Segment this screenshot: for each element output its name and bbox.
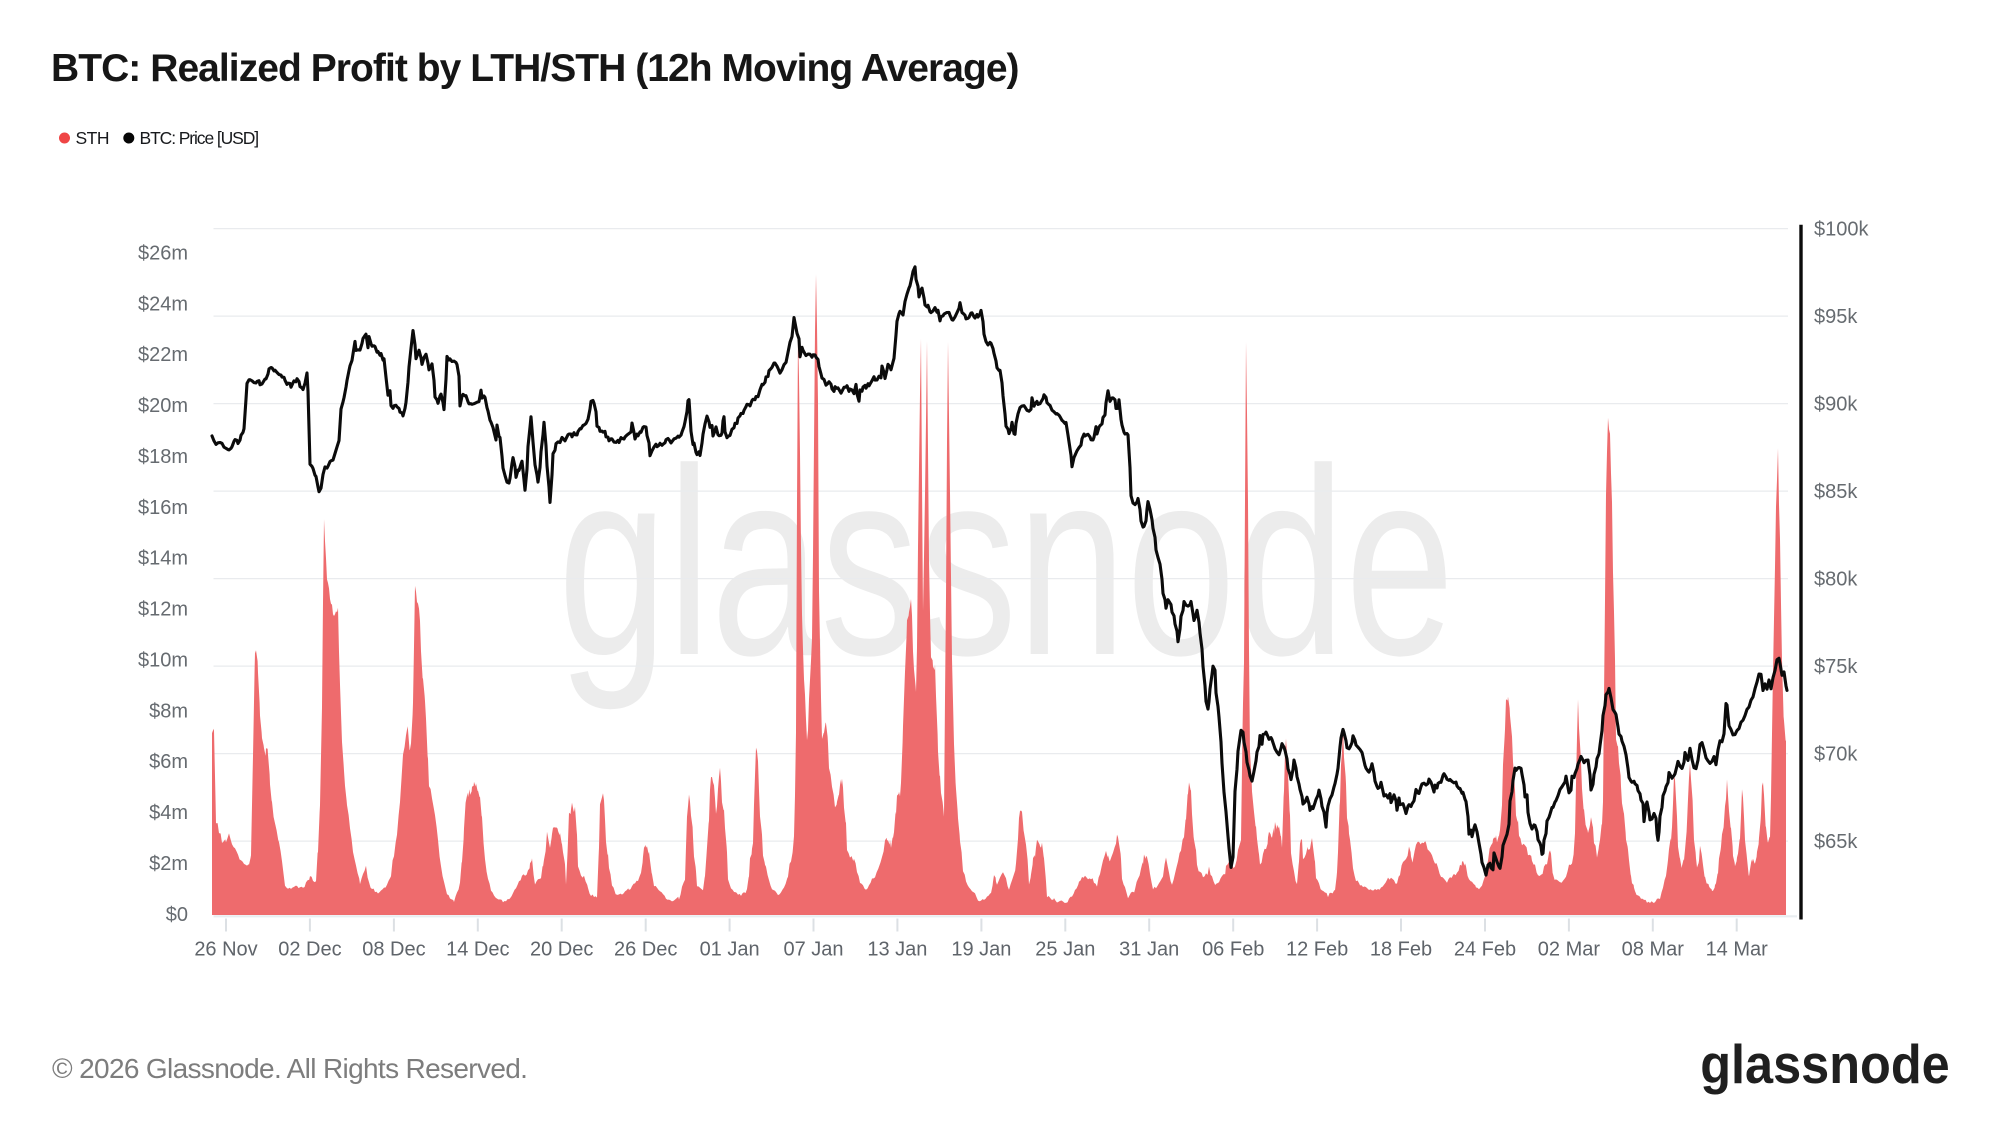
svg-text:$70k: $70k [1814, 744, 1858, 766]
svg-text:24 Feb: 24 Feb [1454, 939, 1516, 961]
svg-text:$14m: $14m [138, 548, 188, 570]
svg-text:$16m: $16m [138, 497, 188, 519]
svg-text:$24m: $24m [138, 293, 188, 315]
svg-text:02 Dec: 02 Dec [278, 939, 341, 961]
svg-text:01 Jan: 01 Jan [700, 939, 760, 961]
svg-text:$12m: $12m [138, 599, 188, 621]
svg-text:25 Jan: 25 Jan [1035, 939, 1095, 961]
svg-text:$22m: $22m [138, 344, 188, 366]
svg-text:$4m: $4m [149, 802, 188, 824]
svg-text:26 Dec: 26 Dec [614, 939, 677, 961]
svg-text:07 Jan: 07 Jan [783, 939, 843, 961]
svg-text:$85k: $85k [1814, 481, 1858, 503]
svg-text:$2m: $2m [149, 853, 188, 875]
svg-text:08 Dec: 08 Dec [362, 939, 425, 961]
svg-text:14 Mar: 14 Mar [1706, 939, 1769, 961]
svg-text:31 Jan: 31 Jan [1119, 939, 1179, 961]
svg-text:13 Jan: 13 Jan [867, 939, 927, 961]
svg-text:STH: STH [76, 128, 110, 148]
svg-text:$95k: $95k [1814, 306, 1858, 328]
svg-text:$0: $0 [166, 904, 188, 926]
svg-text:BTC: Price [USD]: BTC: Price [USD] [140, 128, 259, 148]
svg-text:glassnode: glassnode [1700, 1034, 1950, 1095]
svg-text:06 Feb: 06 Feb [1202, 939, 1264, 961]
svg-text:26 Nov: 26 Nov [194, 939, 257, 961]
svg-text:$6m: $6m [149, 751, 188, 773]
svg-text:18 Feb: 18 Feb [1370, 939, 1432, 961]
svg-text:20 Dec: 20 Dec [530, 939, 593, 961]
svg-text:19 Jan: 19 Jan [951, 939, 1011, 961]
svg-text:$20m: $20m [138, 395, 188, 417]
svg-text:$18m: $18m [138, 446, 188, 468]
svg-text:08 Mar: 08 Mar [1622, 939, 1685, 961]
svg-text:glassnode: glassnode [558, 413, 1455, 711]
svg-text:$80k: $80k [1814, 569, 1858, 591]
svg-text:14 Dec: 14 Dec [446, 939, 509, 961]
svg-text:$26m: $26m [138, 242, 188, 264]
svg-text:$10m: $10m [138, 649, 188, 671]
svg-text:$65k: $65k [1814, 831, 1858, 853]
svg-text:$100k: $100k [1814, 219, 1869, 241]
svg-text:$8m: $8m [149, 700, 188, 722]
svg-text:$75k: $75k [1814, 656, 1858, 678]
svg-text:12 Feb: 12 Feb [1286, 939, 1348, 961]
svg-text:02 Mar: 02 Mar [1538, 939, 1601, 961]
svg-text:$90k: $90k [1814, 394, 1858, 416]
